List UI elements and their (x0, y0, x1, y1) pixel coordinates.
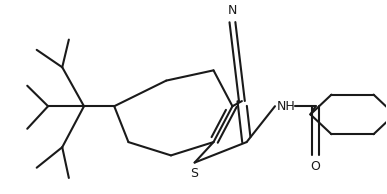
Text: O: O (311, 160, 320, 173)
Text: NH: NH (277, 100, 296, 113)
Text: N: N (228, 4, 237, 17)
Text: S: S (191, 167, 199, 180)
